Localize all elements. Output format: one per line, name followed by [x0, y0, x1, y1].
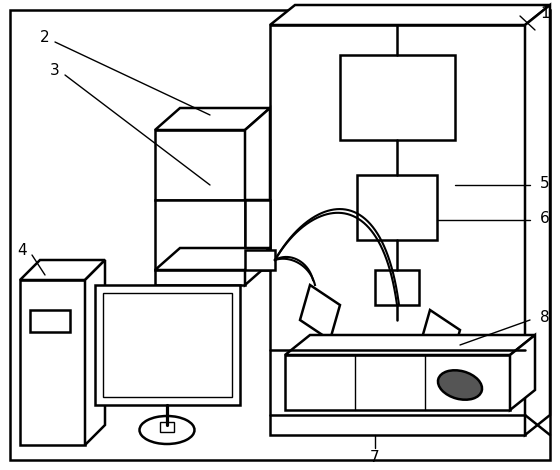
Bar	[155, 270, 245, 285]
Text: 3: 3	[50, 63, 60, 78]
Bar	[245, 250, 275, 270]
Bar	[155, 130, 245, 200]
Polygon shape	[300, 285, 340, 340]
Polygon shape	[525, 5, 550, 435]
Bar	[103, 293, 232, 397]
Ellipse shape	[438, 370, 482, 400]
Bar	[340, 55, 455, 140]
Bar	[20, 280, 85, 445]
Text: 1: 1	[540, 6, 549, 21]
Bar	[375, 270, 419, 305]
Polygon shape	[85, 260, 105, 445]
Bar	[30, 310, 70, 332]
Bar	[357, 175, 437, 240]
Bar	[285, 355, 510, 410]
Polygon shape	[270, 5, 550, 25]
Text: 8: 8	[540, 311, 549, 326]
Polygon shape	[245, 248, 270, 285]
Polygon shape	[510, 335, 535, 410]
Bar	[270, 25, 525, 435]
Polygon shape	[245, 108, 270, 200]
Polygon shape	[155, 248, 270, 270]
Polygon shape	[420, 310, 460, 365]
Text: 4: 4	[17, 243, 27, 258]
Bar	[160, 422, 174, 432]
Text: 2: 2	[40, 30, 50, 45]
Text: 5: 5	[540, 175, 549, 190]
Polygon shape	[245, 200, 270, 270]
Polygon shape	[285, 335, 535, 355]
Bar	[155, 200, 245, 270]
Text: 6: 6	[540, 211, 550, 226]
Polygon shape	[155, 108, 270, 130]
Text: 7: 7	[370, 451, 380, 465]
Bar	[95, 285, 240, 405]
Polygon shape	[20, 260, 105, 280]
